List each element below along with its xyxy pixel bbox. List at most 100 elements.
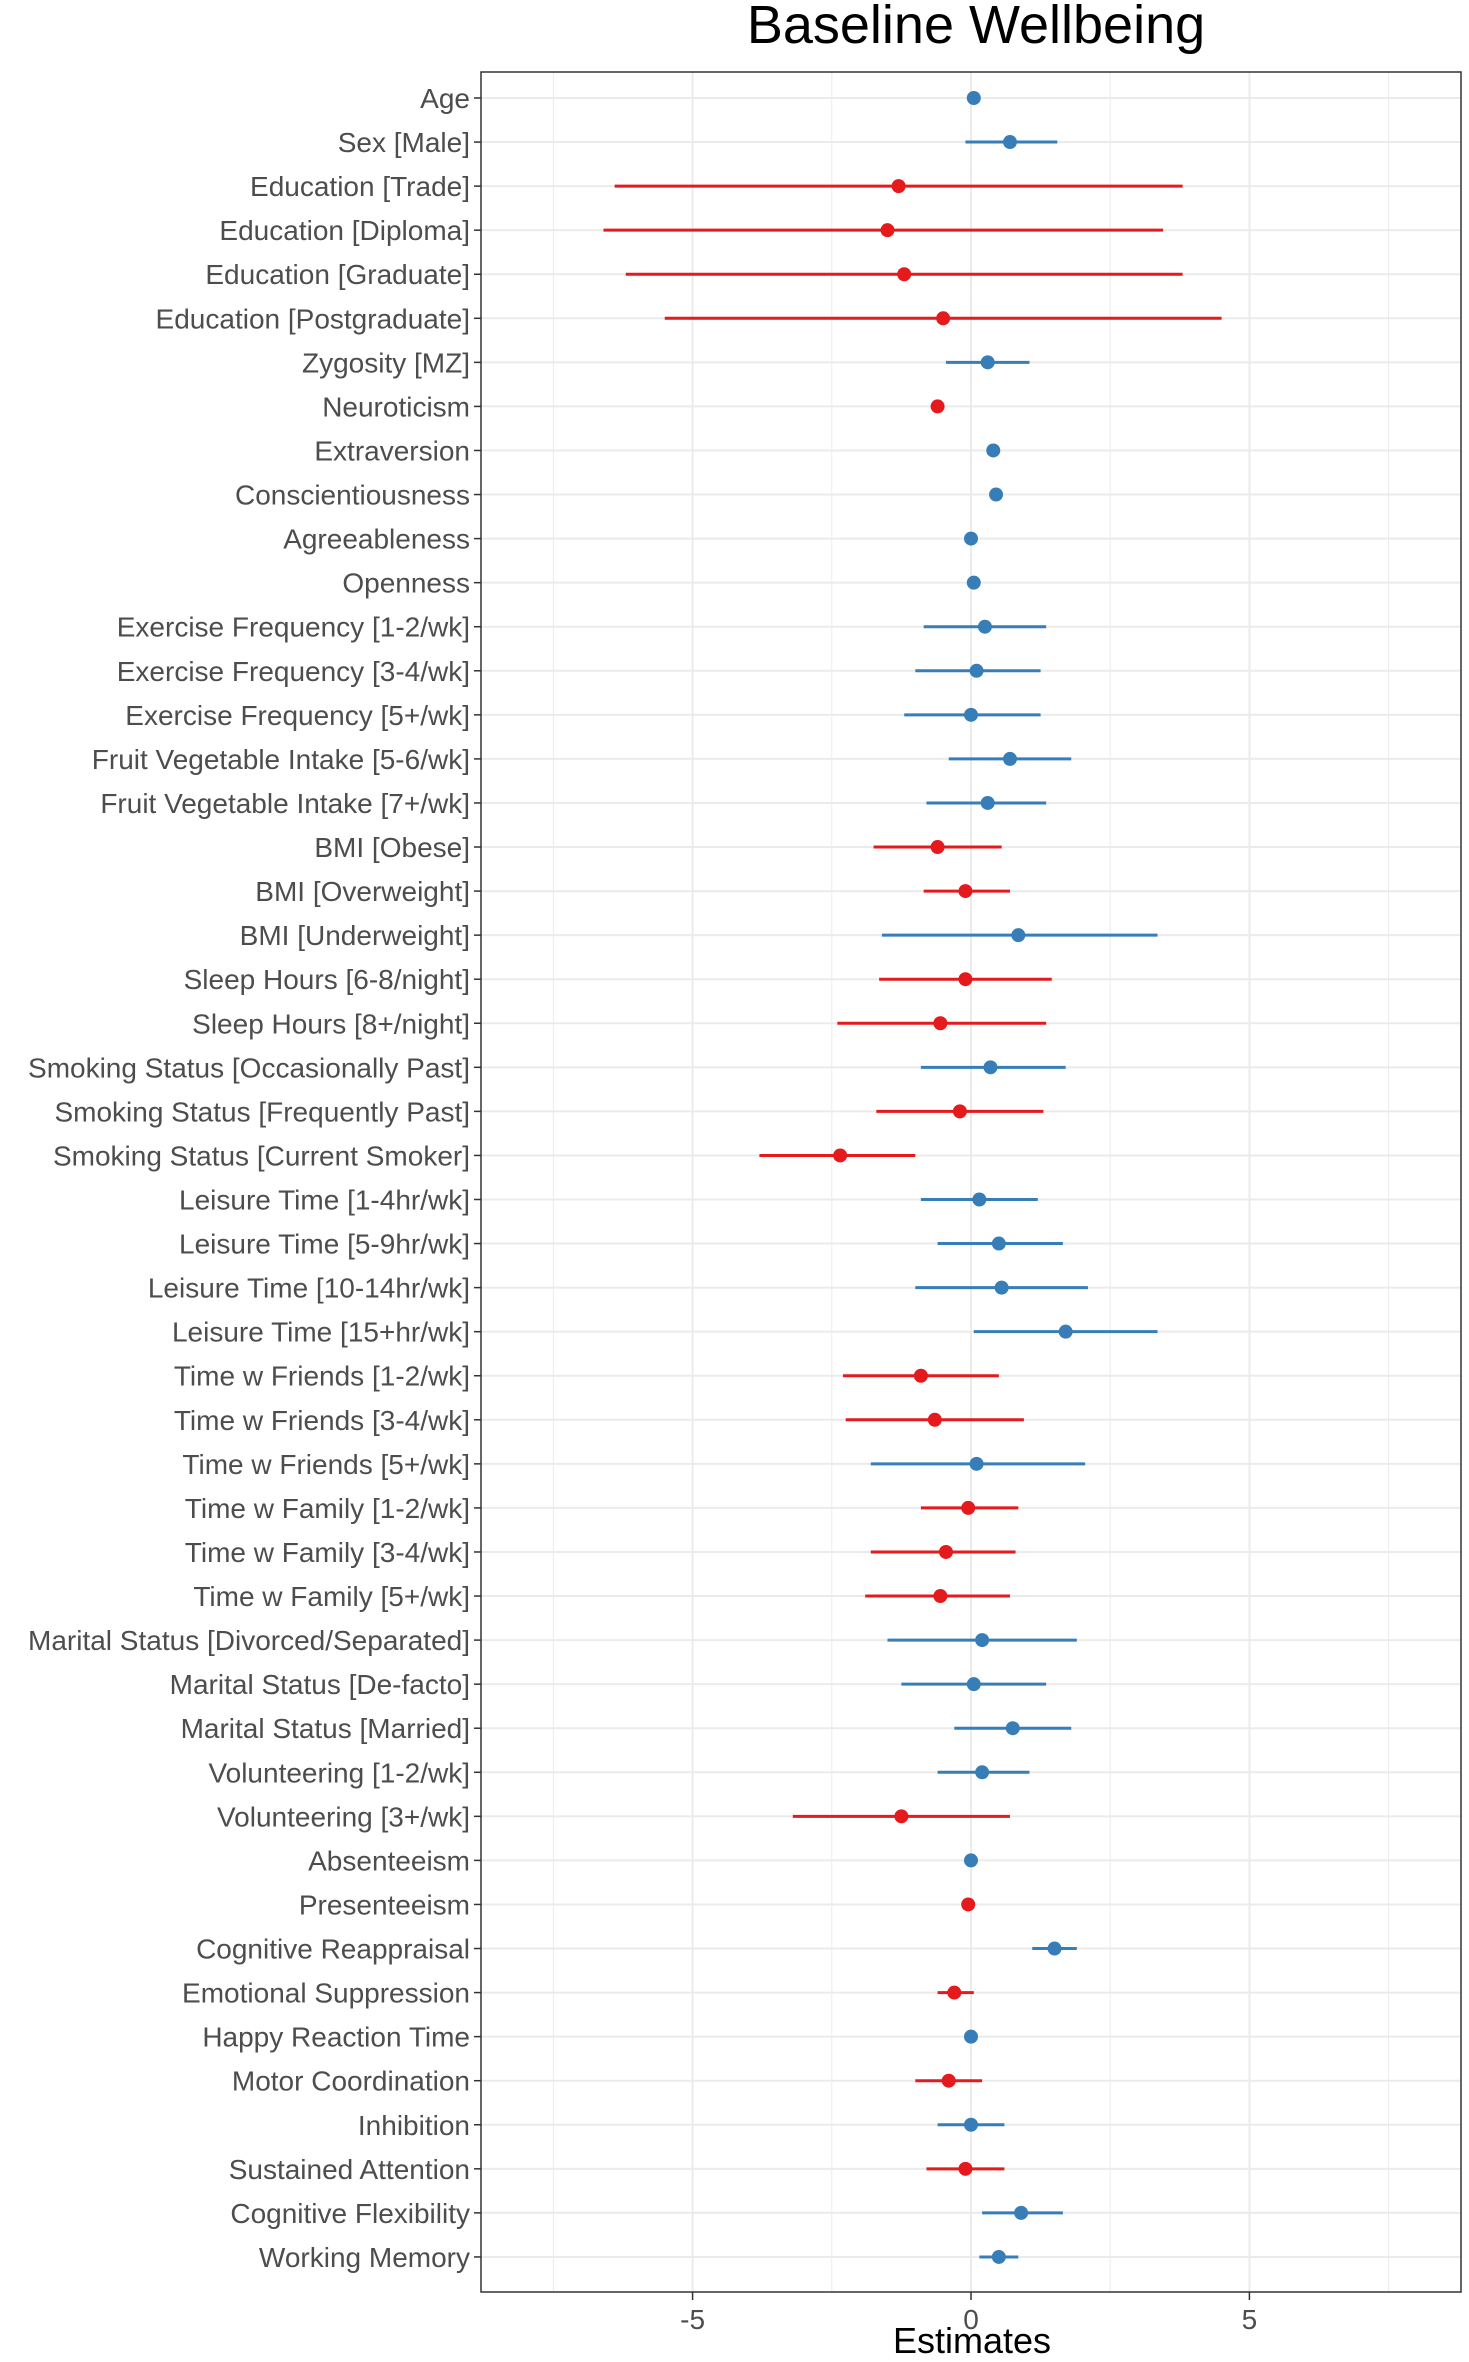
panel-border — [480, 71, 1462, 2293]
estimate-point — [927, 1412, 942, 1427]
estimate-point — [975, 1765, 990, 1780]
chart-title: Baseline Wellbeing — [747, 0, 1205, 55]
y-tick-label: Leisure Time [1-4hr/wk] — [179, 1185, 470, 1216]
y-tick-label: Sleep Hours [8+/night] — [192, 1008, 470, 1039]
estimate-point — [961, 1500, 976, 1515]
estimate-point — [930, 399, 945, 414]
y-tick-label: Emotional Suppression — [182, 1978, 470, 2009]
y-tick-label: Time w Family [5+/wk] — [193, 1581, 470, 1612]
y-tick-label: Smoking Status [Frequently Past] — [54, 1096, 470, 1127]
estimate-point — [964, 531, 978, 546]
y-tick-label: Age — [420, 83, 470, 114]
estimate-point — [972, 1192, 987, 1207]
y-tick-label: Extraversion — [314, 435, 470, 466]
y-tick-label: Exercise Frequency [1-2/wk] — [117, 612, 470, 643]
y-tick-label: Smoking Status [Occasionally Past] — [28, 1052, 470, 1083]
estimate-point — [1002, 135, 1017, 150]
y-tick-label: Zygosity [MZ] — [302, 347, 470, 378]
y-tick-label: Sex [Male] — [338, 127, 470, 158]
estimate-point — [980, 795, 995, 810]
y-tick-label: Volunteering [1-2/wk] — [209, 1757, 471, 1788]
y-tick-label: Time w Friends [1-2/wk] — [174, 1361, 470, 1392]
y-tick-label: Presenteeism — [299, 1889, 470, 1920]
estimate-point — [969, 663, 984, 678]
y-tick-label: Openness — [342, 568, 470, 599]
y-tick-label: Marital Status [Married] — [181, 1713, 470, 1744]
y-tick-label: Agreeableness — [283, 524, 470, 555]
estimate-point — [1014, 2205, 1029, 2220]
estimate-point — [991, 1236, 1006, 1251]
y-tick-label: Education [Diploma] — [219, 215, 470, 246]
estimate-point — [958, 884, 973, 899]
y-tick-label: Time w Friends [5+/wk] — [182, 1449, 470, 1480]
y-tick-label: Leisure Time [10-14hr/wk] — [148, 1273, 470, 1304]
y-tick-label: Leisure Time [15+hr/wk] — [172, 1317, 470, 1348]
y-tick-label: Fruit Vegetable Intake [7+/wk] — [100, 788, 470, 819]
estimate-point — [969, 1456, 984, 1471]
y-tick-label: Neuroticism — [322, 391, 470, 422]
y-tick-label: Time w Friends [3-4/wk] — [174, 1405, 470, 1436]
estimate-point — [936, 311, 951, 326]
y-tick-label: Inhibition — [358, 2110, 470, 2141]
estimate-point — [964, 2029, 978, 2044]
estimate-point — [994, 1280, 1009, 1295]
estimate-point — [964, 2117, 978, 2132]
estimate-point — [983, 1060, 998, 1075]
estimate-point — [952, 1104, 967, 1119]
y-tick-label: Education [Graduate] — [205, 259, 470, 290]
y-tick-label: Happy Reaction Time — [202, 2022, 470, 2053]
estimate-point — [933, 1589, 948, 1604]
estimate-point — [986, 443, 1001, 458]
estimate-point — [980, 355, 995, 370]
y-axis-labels: Age Sex [Male] Education [Trade] Education … — [28, 83, 470, 2273]
estimate-point — [964, 707, 978, 722]
estimate-point — [966, 575, 981, 590]
estimate-point — [975, 1633, 990, 1648]
estimate-point — [1005, 1721, 1020, 1736]
estimate-point — [977, 619, 992, 634]
estimate-point — [1002, 751, 1017, 766]
y-tick-label: Working Memory — [259, 2242, 470, 2273]
y-tick-label: Cognitive Flexibility — [230, 2198, 470, 2229]
estimate-point — [933, 1016, 948, 1031]
estimate-point — [891, 179, 906, 194]
estimate-point — [947, 1985, 962, 2000]
y-tick-label: BMI [Overweight] — [255, 876, 470, 907]
estimate-point — [958, 972, 973, 987]
y-tick-label: Motor Coordination — [232, 2066, 470, 2097]
x-tick-label: 0 — [963, 2304, 979, 2335]
x-tick-label: 5 — [1242, 2304, 1258, 2335]
y-tick-label: Sleep Hours [6-8/night] — [184, 964, 470, 995]
estimate-point — [1058, 1324, 1073, 1339]
y-tick-label: Time w Family [3-4/wk] — [185, 1537, 470, 1568]
y-tick-label: Absenteeism — [308, 1845, 470, 1876]
grid-lines — [481, 72, 1461, 2292]
estimate-point — [989, 487, 1004, 502]
x-axis-title: Estimates — [893, 2320, 1051, 2361]
x-tick-label: -5 — [680, 2304, 705, 2335]
y-tick-label: Exercise Frequency [3-4/wk] — [117, 656, 470, 687]
estimate-points — [833, 91, 1073, 2264]
estimate-point — [1047, 1941, 1062, 1956]
y-tick-label: Education [Postgraduate] — [156, 303, 470, 334]
estimate-point — [897, 267, 912, 282]
estimate-point — [991, 2249, 1006, 2264]
estimate-point — [941, 2073, 956, 2088]
estimate-point — [966, 91, 981, 105]
y-tick-label: Cognitive Reappraisal — [196, 1934, 470, 1965]
y-tick-label: Volunteering [3+/wk] — [217, 1801, 470, 1832]
x-axis: -5 0 5 — [680, 2292, 1257, 2335]
y-tick-label: Leisure Time [5-9hr/wk] — [179, 1229, 470, 1260]
estimate-point — [930, 840, 945, 855]
y-tick-label: Smoking Status [Current Smoker] — [53, 1140, 470, 1171]
y-tick-label: Conscientiousness — [235, 480, 470, 511]
y-tick-label: BMI [Underweight] — [240, 920, 470, 951]
estimate-point — [961, 1897, 976, 1912]
y-tick-label: BMI [Obese] — [314, 832, 470, 863]
estimate-point — [966, 1677, 981, 1692]
estimate-point — [938, 1544, 953, 1559]
y-tick-label: Fruit Vegetable Intake [5-6/wk] — [92, 744, 470, 775]
y-tick-label: Exercise Frequency [5+/wk] — [125, 700, 470, 731]
